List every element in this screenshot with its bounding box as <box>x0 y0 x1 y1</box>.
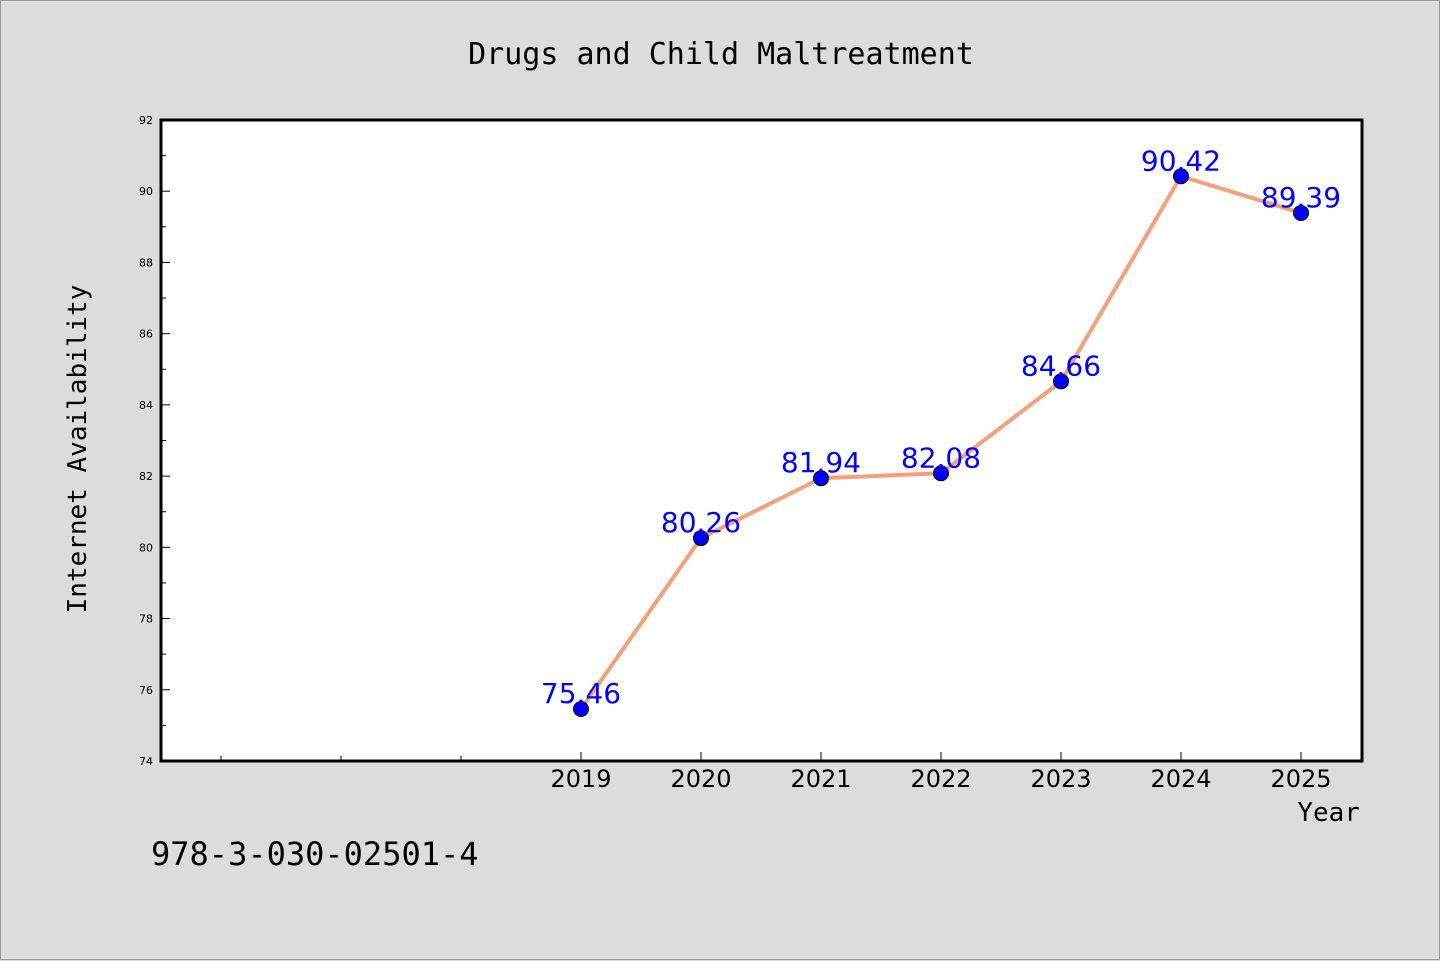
y-axis-label: Internet Availability <box>63 285 93 614</box>
chart-title: Drugs and Child Maltreatment <box>468 37 974 72</box>
y-tick-label: 86 <box>139 328 153 341</box>
x-axis-ticks: 2019 2020 2021 2022 2023 2024 2025 <box>220 752 1332 793</box>
data-label: 81.94 <box>781 446 861 479</box>
series-markers <box>573 168 1309 718</box>
y-tick-label: 78 <box>139 613 153 626</box>
footer-identifier: 978-3-030-02501-4 <box>151 835 479 873</box>
data-label: 84.66 <box>1021 349 1101 382</box>
y-tick-label: 82 <box>139 470 153 483</box>
data-point <box>573 701 589 718</box>
x-tick-label: 2019 <box>550 765 611 793</box>
y-tick-label: 84 <box>139 399 153 412</box>
x-tick-label: 2024 <box>1150 765 1211 793</box>
data-point <box>933 465 949 482</box>
y-tick-label: 74 <box>139 755 153 768</box>
data-point <box>813 470 829 487</box>
plot-frame <box>159 118 1364 763</box>
plot-area <box>161 120 1362 761</box>
data-label: 75.46 <box>541 677 621 710</box>
x-tick-label: 2021 <box>790 765 851 793</box>
data-point <box>693 530 709 547</box>
data-labels: 75.46 80.26 81.94 82.08 84.66 90.42 89.39 <box>541 144 1341 710</box>
x-tick-label: 2023 <box>1030 765 1091 793</box>
y-tick-label: 90 <box>139 185 153 198</box>
y-tick-label: 92 <box>139 114 153 127</box>
data-point <box>1293 204 1309 221</box>
data-label: 89.39 <box>1261 181 1341 214</box>
y-tick-label: 88 <box>139 256 153 269</box>
x-tick-label: 2022 <box>910 765 971 793</box>
data-label: 82.08 <box>901 441 981 474</box>
data-label: 90.42 <box>1141 144 1221 177</box>
y-axis-ticks: 74 76 78 80 82 84 86 88 90 92 <box>139 114 170 768</box>
x-axis-label: Year <box>1297 798 1360 828</box>
x-tick-label: 2020 <box>670 765 731 793</box>
y-tick-label: 76 <box>139 684 153 697</box>
data-point <box>1173 168 1189 185</box>
data-label: 80.26 <box>661 506 741 539</box>
x-tick-label: 2025 <box>1270 765 1331 793</box>
data-point <box>1053 373 1069 390</box>
y-tick-label: 80 <box>139 541 153 554</box>
